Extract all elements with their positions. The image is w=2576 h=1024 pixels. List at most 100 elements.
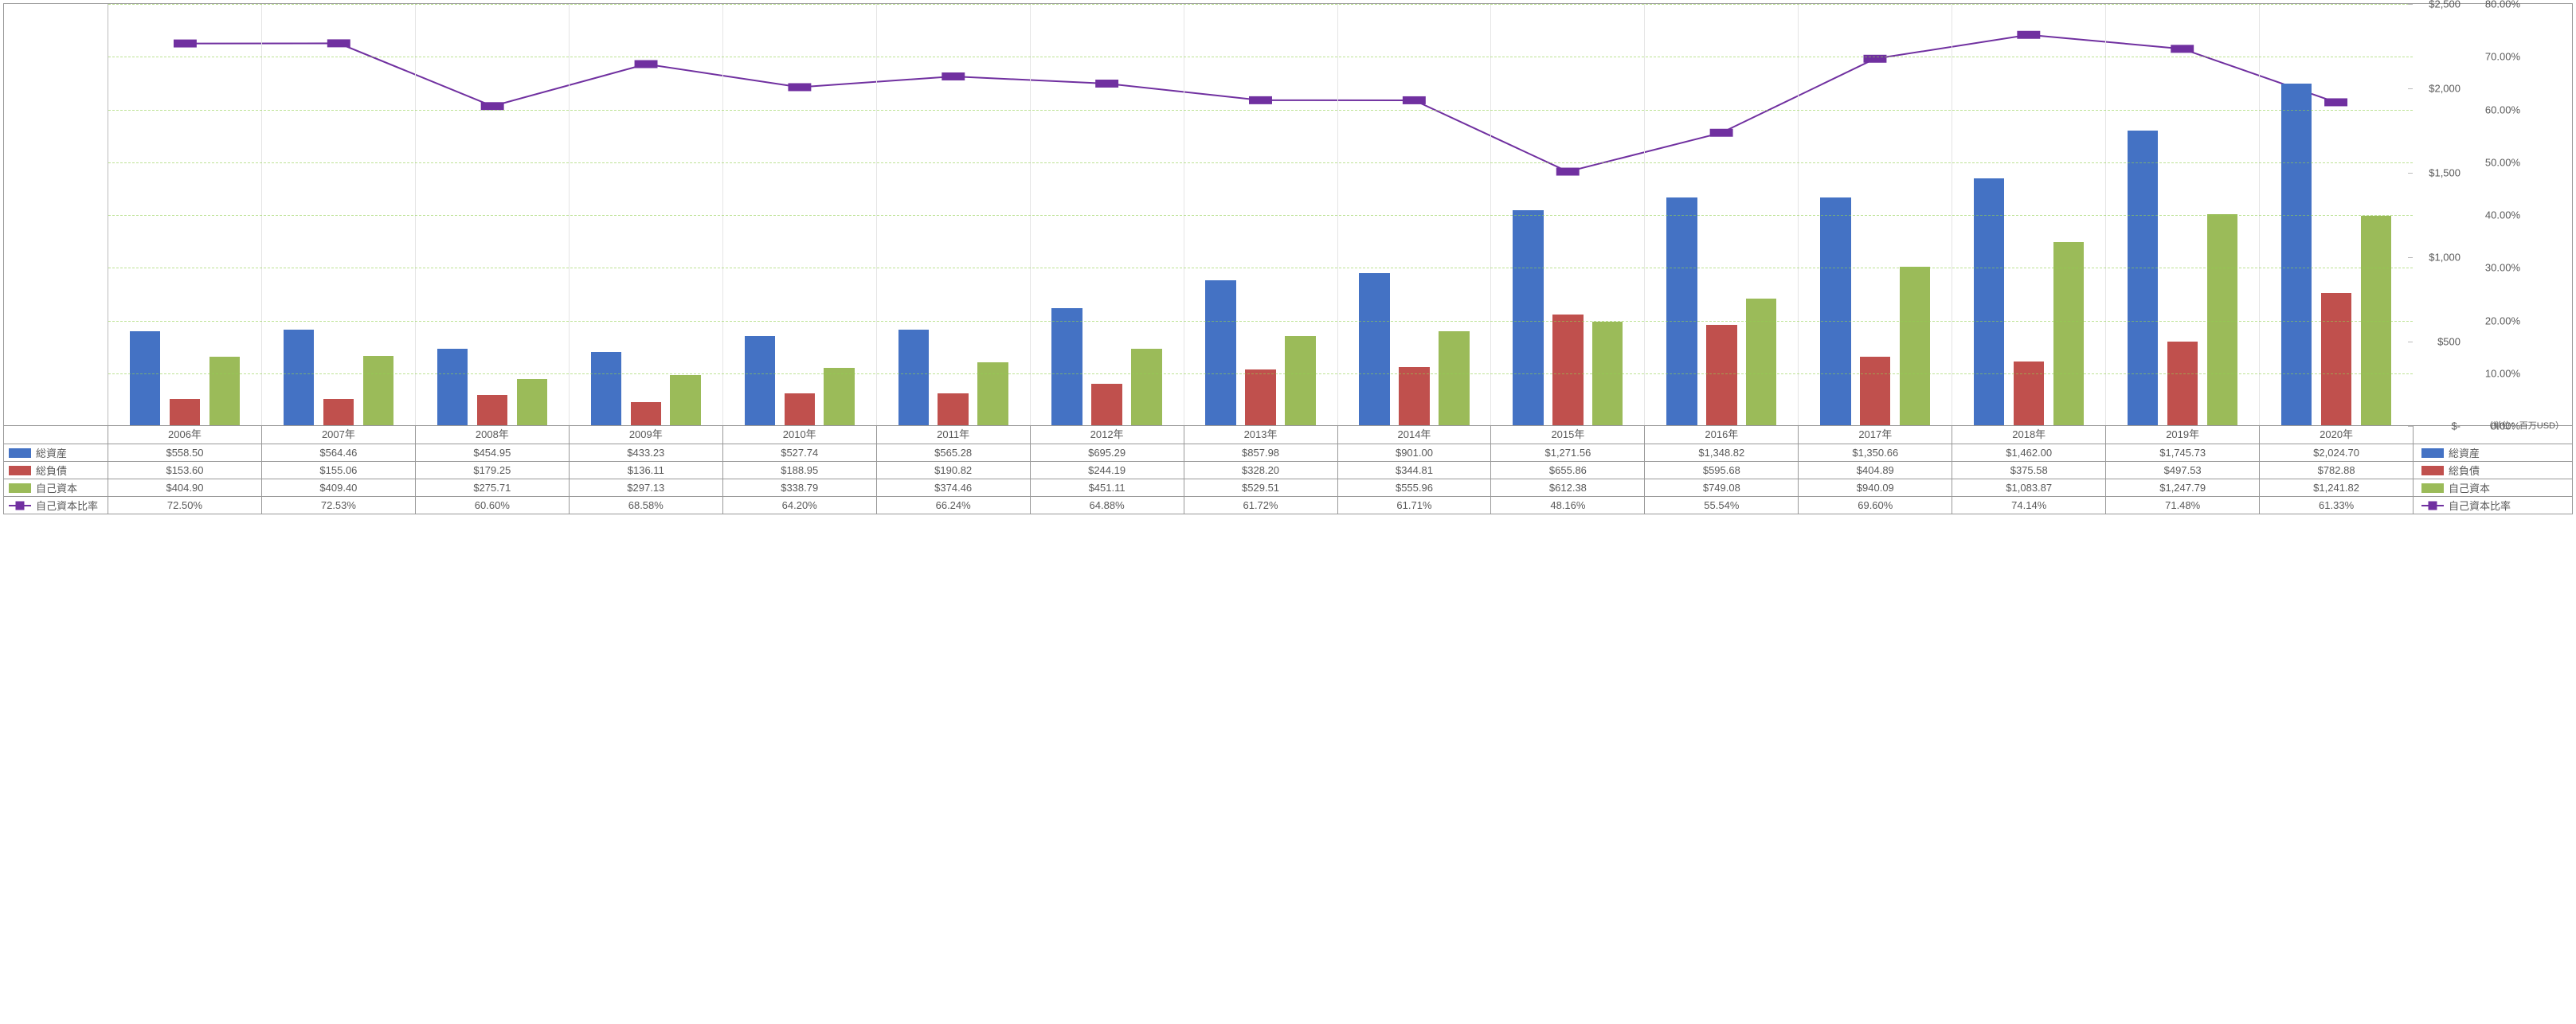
bar-total_liab: [1245, 369, 1275, 425]
combo-chart: （単位：百万USD） 0.00%10.00%20.00%30.00%40.00%…: [3, 3, 2573, 514]
data-cell-total_assets: $527.74: [722, 444, 876, 461]
data-cell-equity_ratio: 66.24%: [876, 497, 1030, 514]
bar-total_assets: [2128, 131, 2158, 425]
bar-total_liab: [1399, 367, 1429, 425]
data-cell-equity_ratio: 74.14%: [1952, 497, 2105, 514]
data-cell-total_assets: $454.95: [415, 444, 569, 461]
data-cell-equity_ratio: 72.50%: [108, 497, 261, 514]
category-label: 2013年: [1184, 426, 1337, 444]
data-cell-equity: $338.79: [722, 479, 876, 496]
bar-total_liab: [785, 393, 815, 425]
category-label: 2010年: [722, 426, 876, 444]
bar-total_assets: [591, 352, 621, 425]
bar-equity: [670, 375, 700, 425]
data-cell-total_liab: $497.53: [2105, 462, 2259, 479]
data-cell-total_assets: $695.29: [1030, 444, 1184, 461]
data-cell-equity: $374.46: [876, 479, 1030, 496]
data-cell-equity: $404.90: [108, 479, 261, 496]
y1-tick-label: $500: [2437, 336, 2461, 348]
data-cell-total_assets: $1,462.00: [1952, 444, 2105, 461]
category-label: 2020年: [2259, 426, 2413, 444]
legend-label: 総負債: [2449, 463, 2480, 478]
y1-tick-label: $2,000: [2429, 83, 2461, 95]
bar-total_liab: [323, 399, 354, 425]
data-cell-total_liab: $188.95: [722, 462, 876, 479]
category-label: 2008年: [415, 426, 569, 444]
bar-total_assets: [1205, 280, 1235, 425]
legend-label: 自己資本: [36, 480, 77, 495]
category-label: 2016年: [1644, 426, 1798, 444]
data-cell-total_assets: $1,350.66: [1798, 444, 1952, 461]
category-label: 2011年: [876, 426, 1030, 444]
data-cell-total_liab: $404.89: [1798, 462, 1952, 479]
legend-right-total_assets: 総資産: [2413, 444, 2572, 461]
category-label: 2006年: [108, 426, 261, 444]
data-cell-equity: $749.08: [1644, 479, 1798, 496]
data-cell-total_assets: $564.46: [261, 444, 415, 461]
data-cell-total_liab: $328.20: [1184, 462, 1337, 479]
y2-tick-label: 40.00%: [2485, 209, 2520, 221]
y2-tick-label: 10.00%: [2485, 367, 2520, 379]
data-cell-equity: $612.38: [1490, 479, 1644, 496]
bar-total_assets: [1513, 210, 1543, 425]
category-label: 2009年: [569, 426, 722, 444]
data-cell-total_liab: $179.25: [415, 462, 569, 479]
data-cell-equity: $451.11: [1030, 479, 1184, 496]
data-cell-total_liab: $153.60: [108, 462, 261, 479]
data-cell-equity: $940.09: [1798, 479, 1952, 496]
bar-total_assets: [745, 336, 775, 425]
bar-equity: [1439, 331, 1469, 425]
legend-right-total_liab: 総負債: [2413, 462, 2572, 479]
bar-equity: [363, 356, 393, 425]
y2-tick-label: 20.00%: [2485, 315, 2520, 326]
data-cell-total_assets: $901.00: [1337, 444, 1491, 461]
legend-swatch: [2421, 448, 2444, 458]
category-label: 2019年: [2105, 426, 2259, 444]
legend-swatch-line: [9, 505, 31, 506]
bar-total_assets: [437, 349, 468, 425]
bar-total_liab: [1091, 384, 1122, 425]
bar-total_assets: [898, 330, 929, 425]
y2-tick-label: 30.00%: [2485, 262, 2520, 274]
data-cell-equity_ratio: 64.88%: [1030, 497, 1184, 514]
data-cell-total_liab: $155.06: [261, 462, 415, 479]
bar-total_liab: [1860, 357, 1890, 425]
data-cell-total_assets: $1,271.56: [1490, 444, 1644, 461]
category-label: 2015年: [1490, 426, 1644, 444]
category-label: 2012年: [1030, 426, 1184, 444]
legend-swatch: [9, 483, 31, 493]
bar-total_assets: [1051, 308, 1082, 425]
bar-total_liab: [2167, 342, 2198, 425]
data-cell-equity_ratio: 64.20%: [722, 497, 876, 514]
bar-total_liab: [477, 395, 507, 425]
bar-equity: [1131, 349, 1161, 425]
legend-label: 総負債: [36, 463, 67, 478]
category-label: 2018年: [1952, 426, 2105, 444]
bar-equity: [517, 379, 547, 425]
data-cell-equity: $297.13: [569, 479, 722, 496]
data-cell-total_liab: $782.88: [2259, 462, 2413, 479]
y1-tick-label: $2,500: [2429, 0, 2461, 10]
data-cell-equity: $1,083.87: [1952, 479, 2105, 496]
data-cell-equity: $529.51: [1184, 479, 1337, 496]
data-cell-total_assets: $1,745.73: [2105, 444, 2259, 461]
data-cell-equity_ratio: 69.60%: [1798, 497, 1952, 514]
legend-right-equity_ratio: 自己資本比率: [2413, 497, 2572, 514]
legend-swatch: [9, 466, 31, 475]
bar-equity: [2053, 242, 2084, 425]
data-table: 2006年2007年2008年2009年2010年2011年2012年2013年…: [4, 426, 2572, 514]
category-label: 2007年: [261, 426, 415, 444]
bar-total_liab: [1552, 315, 1583, 425]
y2-tick-label: 70.00%: [2485, 51, 2520, 63]
data-cell-equity_ratio: 61.71%: [1337, 497, 1491, 514]
category-label: 2017年: [1798, 426, 1952, 444]
bar-equity: [1285, 336, 1315, 425]
legend-left-empty: [4, 426, 108, 444]
data-cell-equity_ratio: 72.53%: [261, 497, 415, 514]
y1-tick-label: $1,000: [2429, 252, 2461, 264]
legend-left-total_liab: 総負債: [4, 462, 108, 479]
y2-tick-label: 80.00%: [2485, 0, 2520, 10]
bar-equity: [209, 357, 240, 425]
legend-left-equity_ratio: 自己資本比率: [4, 497, 108, 514]
bar-total_assets: [130, 331, 160, 425]
